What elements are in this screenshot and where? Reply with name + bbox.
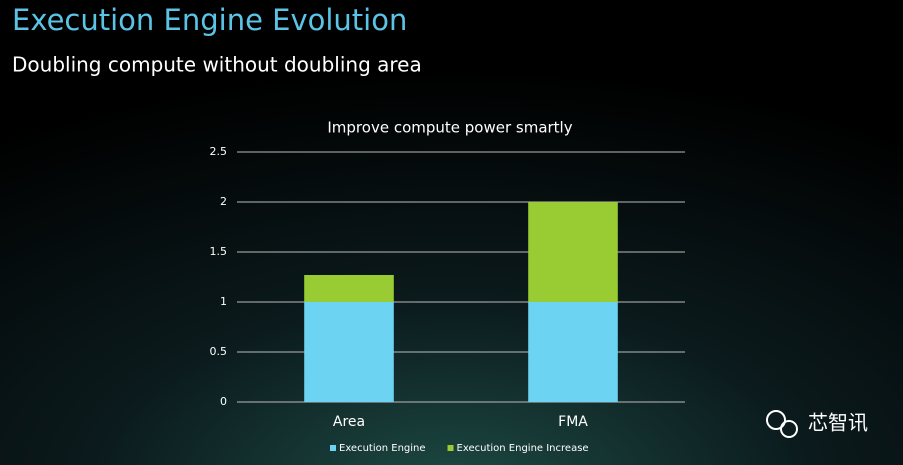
legend-label: Execution Engine Increase [457, 443, 589, 454]
bar [304, 302, 394, 402]
slide-subtitle: Doubling compute without doubling area [12, 53, 422, 77]
y-tick-label: 0.5 [210, 345, 228, 358]
x-tick-label: FMA [558, 414, 588, 430]
bar [528, 302, 618, 402]
x-tick-label: Area [333, 414, 365, 430]
legend-swatch [447, 445, 454, 451]
watermark-icon [766, 410, 798, 438]
bar [528, 202, 618, 302]
legend-swatch [330, 445, 336, 451]
y-tick-label: 2.5 [210, 145, 228, 158]
y-tick-label: 1.5 [210, 245, 228, 258]
y-tick-label: 1 [220, 295, 227, 308]
legend-label: Execution Engine [339, 443, 426, 454]
bar [304, 275, 394, 302]
chart-title: Improve compute power smartly [327, 119, 572, 137]
slide-title: Execution Engine Evolution [12, 3, 407, 37]
y-tick-label: 0 [220, 395, 227, 408]
y-tick-label: 2 [220, 195, 227, 208]
watermark: 芯智讯 [808, 411, 868, 435]
